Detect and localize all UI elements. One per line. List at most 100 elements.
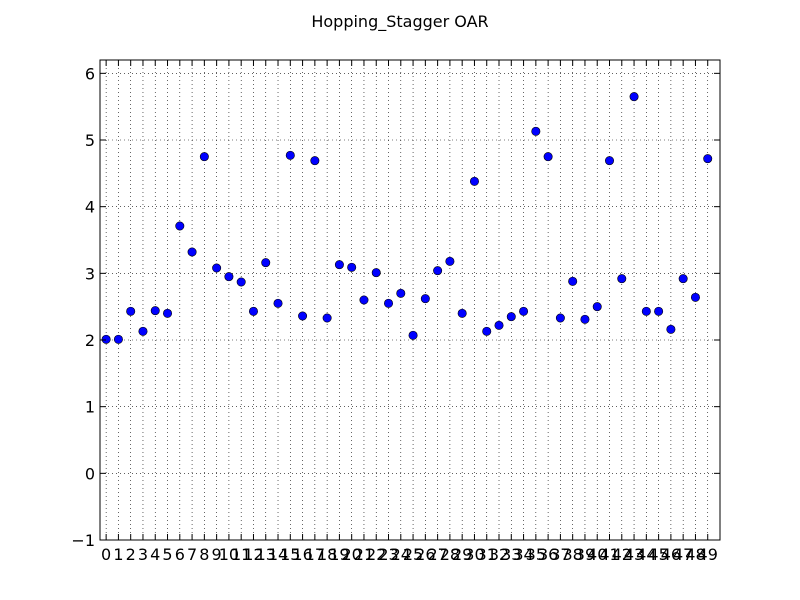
data-point [690, 292, 700, 302]
x-tick-label: 27 [427, 545, 447, 564]
data-point [347, 262, 357, 272]
chart-title: Hopping_Stagger OAR [311, 12, 488, 32]
x-tick-label: 0 [101, 545, 111, 564]
data-point [285, 150, 295, 160]
data-point [629, 92, 639, 102]
x-tick-label: 26 [415, 545, 435, 564]
x-tick-label: 37 [550, 545, 570, 564]
x-tick-label: 33 [501, 545, 521, 564]
data-point [248, 306, 258, 316]
x-tick-label: 18 [317, 545, 337, 564]
x-tick-label: 40 [587, 545, 607, 564]
data-point [703, 154, 713, 164]
x-tick-label: 21 [354, 545, 374, 564]
x-tick-label: 34 [513, 545, 533, 564]
x-tick-label: 45 [648, 545, 668, 564]
data-point [543, 152, 553, 162]
data-point [273, 298, 283, 308]
x-tick-label: 30 [464, 545, 484, 564]
x-tick-label: 6 [175, 545, 185, 564]
plot-frame [99, 59, 721, 541]
y-axis-tick-labels: −1 0 1 2 3 4 5 6 [71, 64, 95, 550]
x-tick-label: 39 [575, 545, 595, 564]
data-points [101, 92, 713, 344]
data-point [224, 272, 234, 282]
data-point [322, 313, 332, 323]
x-tick-label: 47 [673, 545, 693, 564]
data-point [212, 263, 222, 273]
x-tick-label: 3 [138, 545, 148, 564]
data-point [199, 152, 209, 162]
data-point [494, 320, 504, 330]
x-tick-label: 16 [292, 545, 312, 564]
x-axis-tick-labels: 0 1 2 3 4 5 6 7 8 9101112131415161718192021222324… [101, 545, 718, 564]
data-point [359, 295, 369, 305]
data-point [408, 330, 418, 340]
data-point [641, 306, 651, 316]
data-point [334, 260, 344, 270]
data-point [310, 156, 320, 166]
data-point [519, 306, 529, 316]
y-tick-label: 0 [85, 464, 95, 483]
data-point [163, 308, 173, 318]
data-point [236, 277, 246, 287]
x-tick-label: 8 [199, 545, 209, 564]
data-point [482, 326, 492, 336]
x-tick-label: 19 [329, 545, 349, 564]
x-tick-label: 48 [685, 545, 705, 564]
x-tick-label: 22 [366, 545, 386, 564]
y-tick-label: 3 [85, 264, 95, 283]
x-tick-label: 12 [243, 545, 263, 564]
data-point [384, 298, 394, 308]
data-point [617, 274, 627, 284]
x-tick-label: 17 [305, 545, 325, 564]
data-point [150, 306, 160, 316]
x-tick-label: 43 [624, 545, 644, 564]
x-tick-label: 29 [452, 545, 472, 564]
data-point [126, 306, 136, 316]
y-tick-label: 6 [85, 64, 95, 83]
x-tick-label: 35 [526, 545, 546, 564]
x-tick-label: 10 [219, 545, 239, 564]
x-tick-label: 32 [489, 545, 509, 564]
y-tick-label: 1 [85, 398, 95, 417]
x-tick-label: 13 [256, 545, 276, 564]
data-point [101, 334, 111, 344]
y-tick-label: 5 [85, 131, 95, 150]
x-tick-label: 24 [391, 545, 411, 564]
data-point [138, 326, 148, 336]
data-point [113, 334, 123, 344]
data-point [592, 302, 602, 312]
x-tick-label: 31 [477, 545, 497, 564]
axis-ticks [100, 60, 720, 541]
data-point [187, 247, 197, 257]
data-point [396, 288, 406, 298]
x-tick-label: 11 [231, 545, 251, 564]
data-point [175, 221, 185, 231]
x-tick-label: 20 [342, 545, 362, 564]
x-tick-label: 14 [268, 545, 288, 564]
x-tick-label: 41 [599, 545, 619, 564]
y-tick-label: −1 [71, 531, 95, 550]
data-point [580, 314, 590, 324]
data-point [469, 176, 479, 186]
data-point [555, 313, 565, 323]
grid-lines [100, 60, 720, 541]
data-point [678, 274, 688, 284]
x-tick-label: 2 [126, 545, 136, 564]
data-point [420, 294, 430, 304]
y-tick-label: 4 [85, 198, 95, 217]
data-point [457, 308, 467, 318]
x-tick-label: 5 [162, 545, 172, 564]
data-point [445, 256, 455, 266]
data-point [605, 156, 615, 166]
x-tick-label: 15 [280, 545, 300, 564]
y-tick-label: 2 [85, 331, 95, 350]
data-point [433, 266, 443, 276]
x-tick-label: 42 [612, 545, 632, 564]
x-tick-label: 28 [440, 545, 460, 564]
x-tick-label: 7 [187, 545, 197, 564]
data-point [371, 268, 381, 278]
x-tick-label: 36 [538, 545, 558, 564]
